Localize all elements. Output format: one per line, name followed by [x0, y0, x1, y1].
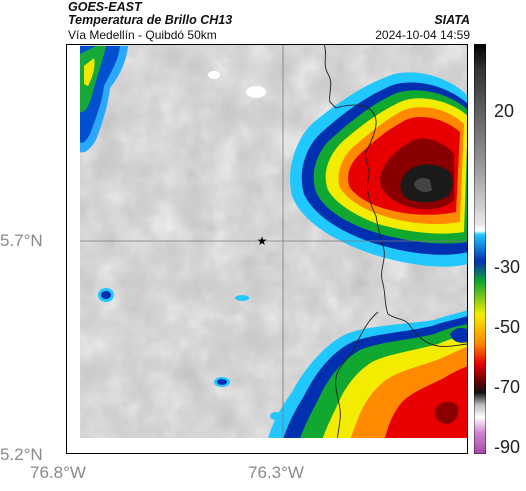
region-subtitle: Vía Medellín - Quibdó 50km: [68, 28, 217, 42]
star-icon: ★: [257, 234, 268, 248]
satellite-map: ★: [66, 44, 468, 454]
lon-label: 76.8°W: [30, 463, 86, 482]
colorbar-tick: -70: [494, 377, 521, 397]
convective-cell-east: [290, 72, 468, 267]
colorbar-tick: 20: [494, 101, 515, 121]
colorbar-tick: -90: [494, 437, 521, 457]
border-line-south: [333, 311, 379, 454]
small-cloud-cells: [98, 71, 282, 420]
lat-label: 5.2°N: [0, 445, 43, 464]
colorbar-tick: -50: [494, 317, 521, 337]
lon-label: 76.3°W: [248, 463, 304, 482]
product-title: Temperatura de Brillo CH13: [68, 13, 233, 27]
cloud-band-top-left: [80, 46, 128, 153]
source-label: SIATA: [434, 13, 470, 27]
timestamp: 2024-10-04 14:59: [375, 28, 470, 42]
satellite-title: GOES-EAST: [68, 0, 142, 14]
convective-cell-southeast: [266, 310, 468, 454]
lat-label: 5.7°N: [0, 231, 43, 250]
border-line: [323, 44, 468, 347]
colorbar: [474, 44, 486, 454]
colorbar-tick: -30: [494, 257, 521, 277]
